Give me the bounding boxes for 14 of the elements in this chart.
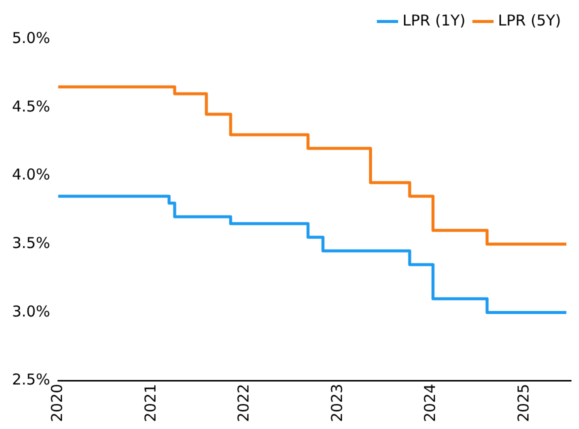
y-tick-label: 4.5% (12, 97, 50, 116)
x-tick-label: 2024 (421, 384, 440, 422)
y-tick-label: 4.0% (12, 166, 50, 184)
legend-label: LPR (1Y) (402, 11, 466, 30)
legend-label: LPR (5Y) (498, 11, 562, 30)
x-tick-label: 2022 (234, 384, 253, 422)
y-tick-label: 3.0% (12, 302, 50, 320)
y-tick-label: 3.5% (12, 234, 50, 252)
x-tick-label: 2023 (328, 384, 346, 422)
y-tick-label: 2.5% (12, 370, 50, 389)
y-tick-label: 5.0% (12, 28, 50, 47)
x-tick-label: 2025 (514, 384, 532, 422)
x-tick-label: 2021 (141, 384, 160, 422)
x-tick-label: 2020 (48, 384, 66, 422)
